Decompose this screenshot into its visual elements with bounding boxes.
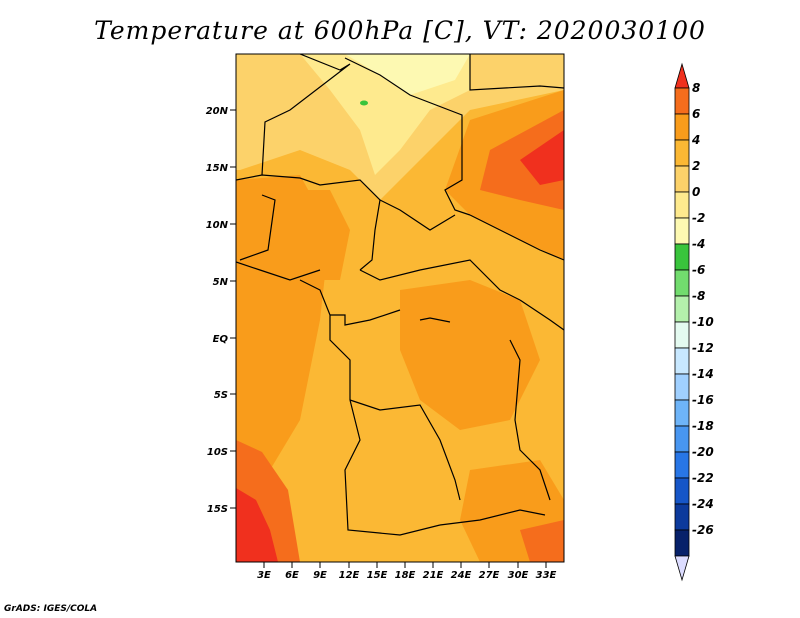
field-cold-spot: [360, 100, 368, 106]
colorbar-bin: [674, 295, 690, 323]
colorbar-bin: [674, 217, 690, 245]
colorbar-bin: [674, 399, 690, 427]
lon-label-9e: 9E: [313, 570, 327, 581]
colorbar-label-minus2: -2: [692, 211, 705, 225]
colorbar-bin: [674, 113, 690, 141]
border-drc-angola: [349, 399, 461, 501]
lon-label-33e: 33E: [536, 570, 557, 581]
colorbar-label-0: 0: [692, 185, 700, 199]
colorbar-label-minus12: -12: [692, 341, 714, 355]
colorbar-bin: [674, 451, 690, 479]
colorbar-labels: 8 6 4 2 0 -2 -4 -6 -8 -10 -12 -14 -16 -1…: [691, 81, 714, 537]
colorbar-bin: [674, 347, 690, 375]
colorbar-bin: [674, 425, 690, 453]
lon-label-30e: 30E: [508, 570, 529, 581]
border-algeria-niger: [261, 54, 351, 176]
field-warm-central: [400, 280, 540, 430]
colorbar-label-2: 2: [692, 159, 700, 173]
border-car: [359, 259, 521, 301]
border-sudan-south: [469, 214, 564, 261]
colorbar-bin: [674, 529, 690, 557]
lon-label-3e: 3E: [257, 570, 271, 581]
country-borders: [236, 54, 564, 536]
lat-label-10s: 10S: [207, 447, 228, 458]
border-angola: [344, 399, 441, 536]
colorbar-bin: [674, 191, 690, 219]
lon-label-12e: 12E: [339, 570, 360, 581]
lon-label-27e: 27E: [479, 570, 500, 581]
colorbar-label-minus26: -26: [692, 523, 714, 537]
colorbar-bin: [674, 269, 690, 297]
lat-axis: 20N 15N 10N 5N EQ 5S 10S 15S: [206, 106, 236, 515]
border-chad-car: [379, 199, 456, 231]
chart-title: Temperature at 600hPa [C], VT: 202003010…: [94, 16, 706, 45]
colorbar-label-minus20: -20: [692, 445, 714, 459]
lat-label-5n: 5N: [213, 277, 229, 288]
lon-label-21e: 21E: [423, 570, 444, 581]
colorbar-label-4: 4: [691, 133, 700, 147]
map-frame: [235, 53, 565, 563]
lat-label-10n: 10N: [206, 220, 229, 231]
lat-label-15n: 15N: [206, 163, 229, 174]
field-hottest-sw: [236, 488, 278, 562]
credit-text: GrADS: IGES/COLA: [4, 604, 98, 614]
lon-label-18e: 18E: [395, 570, 416, 581]
lon-label-6e: 6E: [285, 570, 299, 581]
temperature-field: [236, 54, 564, 562]
field-hottest-ne: [520, 130, 564, 185]
field-hot-se: [520, 520, 564, 562]
colorbar-label-minus24: -24: [692, 497, 714, 511]
border-congo: [299, 279, 351, 400]
colorbar-bin: [674, 477, 690, 505]
lat-label-15s: 15S: [207, 504, 228, 515]
border-zambia: [439, 509, 546, 526]
colorbar-under-triangle: [674, 555, 690, 582]
lon-axis: 3E 6E 9E 12E 15E 18E 21E 24E 27E 30E 33E: [257, 562, 557, 581]
border-chad-libya: [344, 57, 471, 216]
colorbar-bin: [674, 139, 690, 167]
colorbar: [674, 62, 690, 582]
border-egypt-sudan: [469, 54, 564, 91]
lon-label-24e: 24E: [451, 570, 472, 581]
colorbar-bin: [674, 87, 690, 115]
colorbar-bin: [674, 243, 690, 271]
border-sahel: [236, 174, 381, 271]
colorbar-label-minus6: -6: [692, 263, 705, 277]
border-east-rift: [509, 339, 551, 501]
colorbar-label-minus8: -8: [692, 289, 705, 303]
border-west-africa: [239, 194, 276, 261]
border-gulf-coast: [236, 261, 321, 281]
colorbar-over-triangle: [674, 62, 690, 89]
border-uganda-kenya: [519, 299, 564, 331]
lat-label-5s: 5S: [214, 390, 228, 401]
field-warm-nw: [270, 190, 350, 280]
colorbar-bin: [674, 165, 690, 193]
border-gabon-congo: [330, 309, 401, 326]
lat-label-eq: EQ: [213, 334, 229, 345]
colorbar-label-minus22: -22: [692, 471, 714, 485]
colorbar-label-minus18: -18: [692, 419, 714, 433]
border-lake: [419, 317, 451, 323]
colorbar-label-minus16: -16: [692, 393, 714, 407]
colorbar-label-6: 6: [692, 107, 700, 121]
colorbar-label-8: 8: [692, 81, 700, 95]
colorbar-label-minus4: -4: [692, 237, 705, 251]
colorbar-bin: [674, 373, 690, 401]
lon-label-15e: 15E: [367, 570, 388, 581]
colorbar-bin: [674, 321, 690, 349]
lat-label-20n: 20N: [206, 106, 229, 117]
colorbar-bin: [674, 503, 690, 531]
colorbar-label-minus10: -10: [692, 315, 714, 329]
field-coolest-north: [345, 54, 470, 95]
colorbar-label-minus14: -14: [692, 367, 714, 381]
